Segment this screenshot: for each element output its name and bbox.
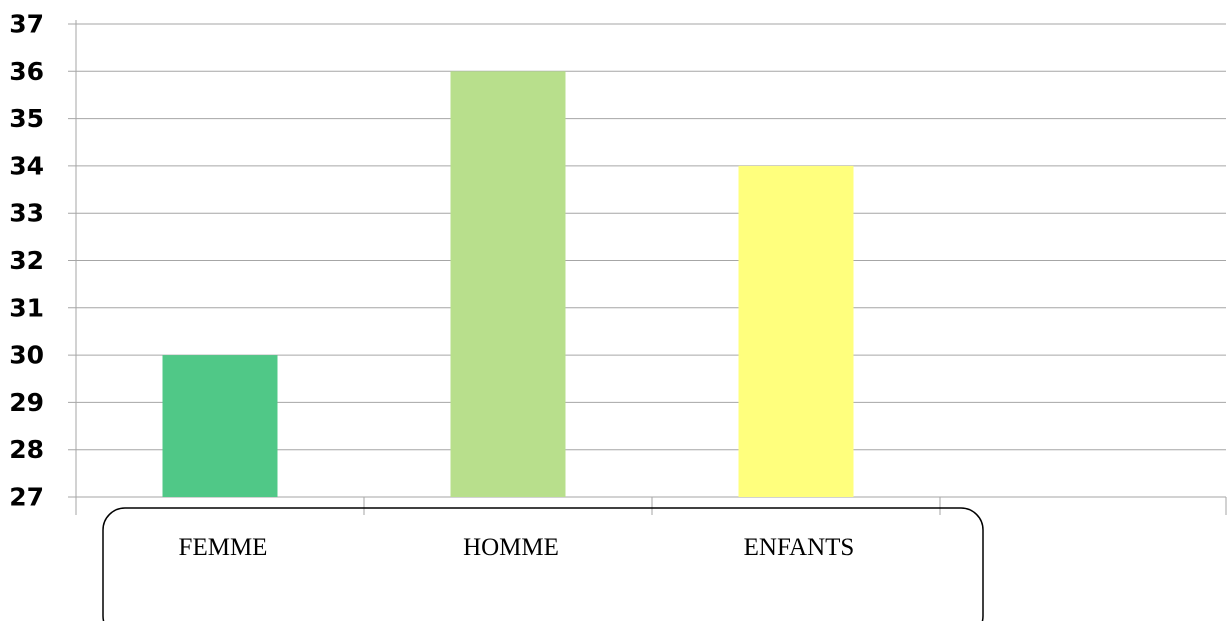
bar-homme	[450, 71, 566, 498]
bar-femme	[162, 355, 278, 497]
category-label-box	[102, 507, 984, 621]
y-tick-label-27: 27	[9, 483, 44, 512]
bar-enfants	[738, 165, 854, 497]
y-tick-label-29: 29	[9, 388, 44, 417]
x-tick-labels: FEMME HOMME ENFANTS	[179, 534, 855, 561]
y-tick-label-35: 35	[9, 104, 44, 133]
y-tick-labels: 27 28 29 30 31 32 33 34 35 36 37	[9, 10, 44, 512]
y-tick-label-37: 37	[9, 10, 44, 39]
axes	[75, 20, 1227, 515]
y-tick-label-31: 31	[9, 293, 44, 322]
y-tick-label-34: 34	[9, 151, 44, 180]
y-tick-label-33: 33	[9, 199, 44, 228]
y-tick-label-32: 32	[9, 246, 44, 275]
x-tick-label-homme: HOMME	[463, 534, 559, 561]
y-tick-label-28: 28	[9, 435, 44, 464]
bars	[162, 71, 854, 498]
y-tick-label-36: 36	[9, 57, 44, 86]
x-tick-label-enfants: ENFANTS	[744, 534, 855, 561]
x-tick-label-femme: FEMME	[179, 534, 268, 561]
y-tick-label-30: 30	[9, 341, 44, 370]
